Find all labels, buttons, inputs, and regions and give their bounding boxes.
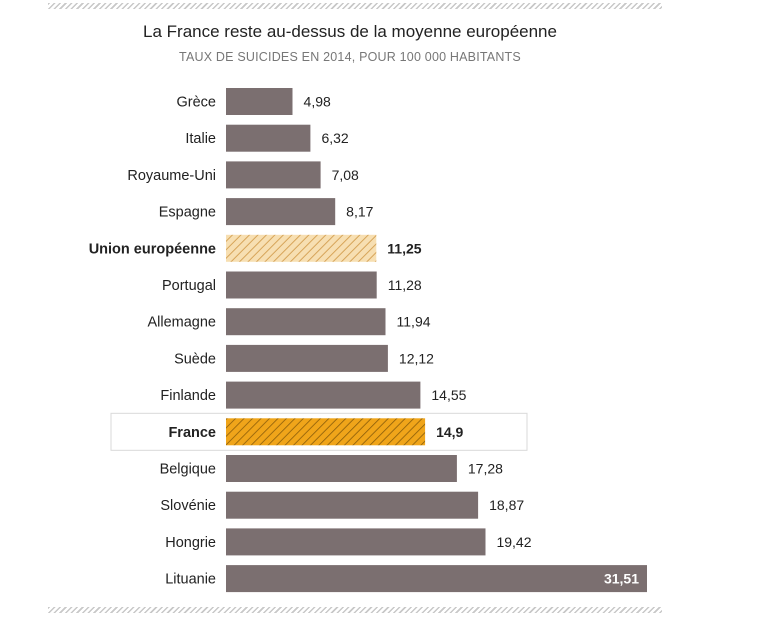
bar-belgique bbox=[226, 455, 457, 482]
bar-union-europeenne bbox=[226, 234, 377, 262]
value-label-grece: 4,98 bbox=[304, 94, 331, 110]
category-label-allemagne: Allemagne bbox=[147, 315, 216, 331]
bar-suede bbox=[226, 344, 388, 372]
bar-hongrie bbox=[226, 528, 486, 556]
value-label-hongrie: 19,42 bbox=[496, 534, 531, 550]
value-label-slovenie: 18,87 bbox=[489, 497, 524, 513]
value-label-finlande: 14,55 bbox=[431, 387, 466, 403]
value-label-italie: 6,32 bbox=[321, 130, 348, 146]
bar-lituanie bbox=[226, 565, 647, 593]
chart-title: La France reste au-dessus de la moyenne … bbox=[143, 22, 557, 41]
category-label-finlande: Finlande bbox=[160, 388, 216, 404]
category-label-suede: Suède bbox=[174, 351, 216, 367]
bar-royaume-uni bbox=[226, 161, 321, 189]
category-label-portugal: Portugal bbox=[162, 278, 216, 294]
category-label-italie: Italie bbox=[185, 131, 216, 147]
bar-slovenie bbox=[226, 491, 479, 519]
value-label-union-europeenne: 11,25 bbox=[387, 240, 421, 256]
bar-portugal bbox=[226, 271, 377, 299]
top-divider bbox=[48, 3, 662, 9]
category-label-lituanie: Lituanie bbox=[165, 572, 216, 588]
bottom-divider bbox=[48, 607, 662, 613]
value-label-portugal: 11,28 bbox=[388, 277, 422, 293]
bar-espagne bbox=[226, 198, 336, 226]
bar-france bbox=[226, 418, 426, 446]
category-label-slovenie: Slovénie bbox=[160, 498, 216, 514]
category-label-espagne: Espagne bbox=[159, 205, 216, 221]
category-label-grece: Grèce bbox=[177, 95, 217, 111]
chart-subtitle: TAUX DE SUICIDES EN 2014, POUR 100 000 H… bbox=[179, 50, 521, 64]
value-label-suede: 12,12 bbox=[399, 350, 434, 366]
category-label-royaume-uni: Royaume-Uni bbox=[127, 168, 216, 184]
highlight-box-france bbox=[110, 412, 528, 451]
value-label-lituanie: 31,51 bbox=[604, 571, 639, 587]
category-label-hongrie: Hongrie bbox=[165, 535, 216, 551]
value-label-royaume-uni: 7,08 bbox=[332, 167, 359, 183]
bar-allemagne bbox=[226, 308, 386, 336]
bar-grece bbox=[226, 88, 293, 115]
value-label-allemagne: 11,94 bbox=[397, 314, 431, 330]
category-label-belgique: Belgique bbox=[160, 462, 216, 478]
value-label-belgique: 17,28 bbox=[468, 461, 503, 477]
category-label-france: France bbox=[168, 425, 216, 441]
bar-italie bbox=[226, 124, 311, 152]
bar-finlande bbox=[226, 381, 421, 409]
value-label-espagne: 8,17 bbox=[346, 204, 373, 220]
category-label-union-europeenne: Union européenne bbox=[89, 241, 216, 257]
value-label-france: 14,9 bbox=[436, 424, 463, 440]
